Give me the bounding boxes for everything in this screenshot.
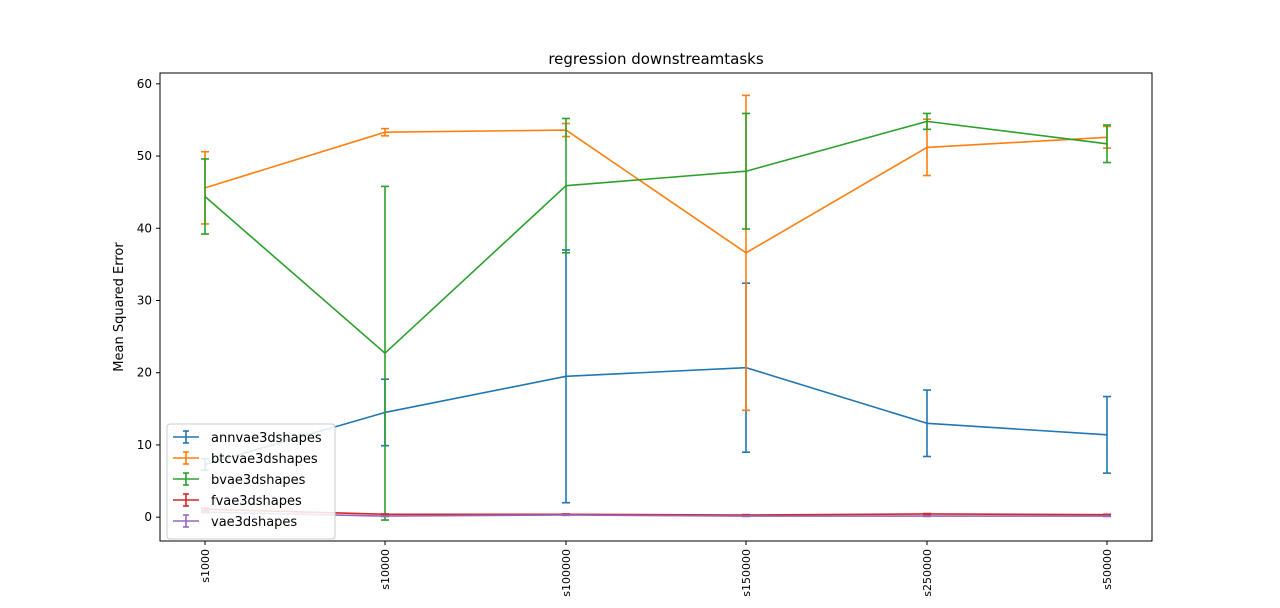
y-tick-label: 30	[137, 294, 152, 308]
series-line	[204, 129, 1108, 254]
series-vae3dshapes	[201, 510, 1111, 518]
legend-label: annvae3dshapes	[211, 431, 322, 446]
y-tick-label: 60	[137, 77, 152, 91]
x-tick-label: s1000	[199, 549, 212, 583]
legend-item: fvae3dshapes	[173, 493, 302, 509]
series-line	[204, 366, 1108, 466]
legend-item: annvae3dshapes	[173, 430, 322, 446]
x-tick-label: s150000	[740, 549, 753, 597]
legend-item: btcvae3dshapes	[173, 451, 318, 467]
legend-box	[166, 423, 336, 540]
x-tick-label: s250000	[921, 549, 934, 597]
series-bvae3dshapes	[201, 112, 1111, 521]
legend-label: bvae3dshapes	[211, 473, 306, 488]
legend-item: vae3dshapes	[173, 514, 297, 530]
legend-label: fvae3dshapes	[211, 494, 302, 509]
x-tick-label: s100000	[560, 549, 573, 597]
y-tick-label: 40	[137, 221, 152, 235]
legend-label: btcvae3dshapes	[211, 452, 318, 467]
y-tick-label: 50	[137, 149, 152, 163]
y-tick-label: 10	[137, 438, 152, 452]
series-line	[204, 120, 1108, 355]
y-axis-label: Mean Squared Error	[112, 242, 127, 372]
chart-title: regression downstreamtasks	[548, 50, 764, 68]
x-tick-label: s50000	[1101, 549, 1114, 590]
x-tick-label: s10000	[379, 549, 392, 590]
y-tick-label: 0	[144, 510, 152, 524]
y-tick-label: 20	[137, 366, 152, 380]
legend-item: bvae3dshapes	[173, 472, 306, 488]
plot-frame	[159, 72, 1153, 542]
series-line	[204, 511, 1107, 517]
legend-label: vae3dshapes	[211, 515, 297, 530]
series-line	[204, 508, 1108, 516]
